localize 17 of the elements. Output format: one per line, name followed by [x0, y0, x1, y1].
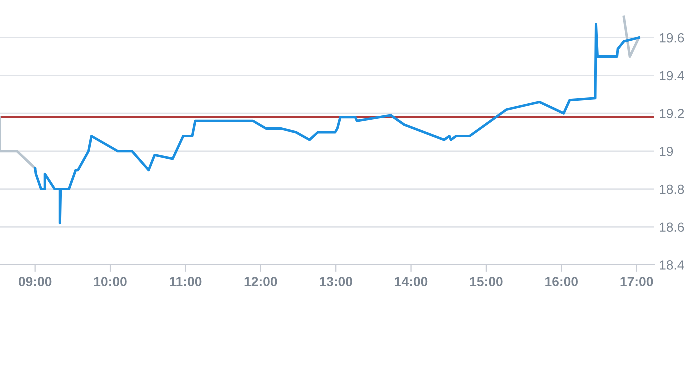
y-tick-label: 19.6 — [660, 33, 684, 43]
x-tick-label: 10:00 — [94, 277, 127, 286]
y-tick-label: 19.2 — [660, 109, 684, 118]
y-tick-label: 19.4 — [660, 71, 684, 81]
x-tick-label: 13:00 — [320, 277, 352, 287]
x-tick-label: 14:00 — [395, 277, 428, 286]
line-series — [34, 23, 640, 225]
x-tick-label: 16:00 — [546, 277, 578, 286]
x-tick-label: 17:00 — [620, 277, 654, 286]
y-tick-label: 19 — [660, 146, 674, 156]
y-tick-label: 18.4 — [660, 260, 684, 270]
x-tick-label: 11:00 — [170, 277, 202, 286]
x-tick-label: 09:00 — [18, 277, 52, 286]
y-tick-label: 18.6 — [660, 222, 684, 232]
y-tick-label: 18.8 — [660, 184, 684, 194]
x-tick-label: 15:00 — [470, 277, 503, 286]
x-tick-label: 12:00 — [244, 277, 278, 286]
